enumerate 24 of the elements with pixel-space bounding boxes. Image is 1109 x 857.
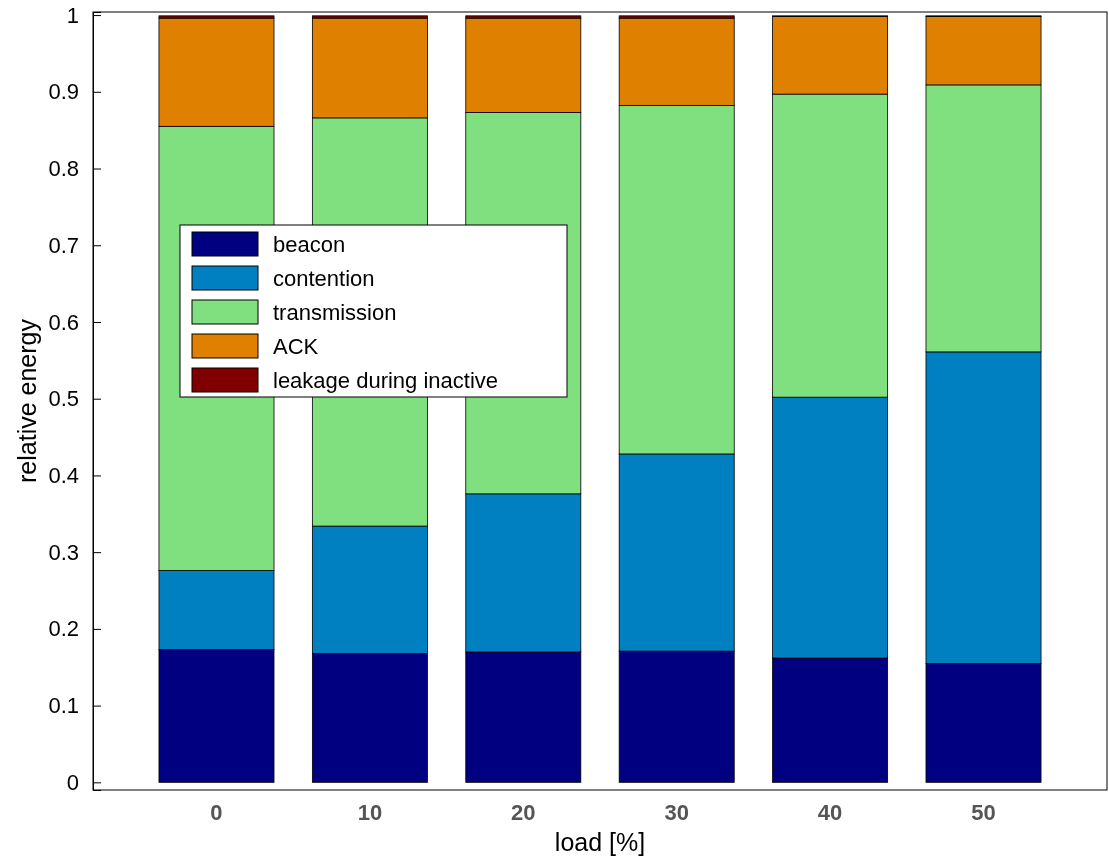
x-tick-label: 10 xyxy=(357,799,383,825)
legend-label: contention xyxy=(273,266,375,291)
legend-label: transmission xyxy=(273,300,397,325)
y-tick-label: 0.7 xyxy=(48,232,79,258)
y-tick-label: 0.6 xyxy=(48,309,79,335)
y-tick-label: 0.1 xyxy=(48,693,79,719)
y-tick-label: 0.9 xyxy=(48,79,79,105)
y-tick-label: 0.5 xyxy=(48,386,79,412)
y-tick-label: 0.8 xyxy=(48,156,79,182)
x-tick-label: 30 xyxy=(664,799,689,825)
x-tick-label: 50 xyxy=(971,799,996,825)
legend-label: leakage during inactive xyxy=(273,368,499,393)
y-axis-title: relative energy xyxy=(13,318,41,483)
legend-label: beacon xyxy=(273,232,346,257)
y-tick-label: 0.4 xyxy=(48,462,79,488)
x-tick-label: 0 xyxy=(210,799,223,825)
x-tick-label: 40 xyxy=(817,799,843,825)
y-tick-label: 0 xyxy=(66,769,79,795)
x-tick-label: 20 xyxy=(511,799,536,825)
x-axis-title: load [%] xyxy=(554,828,646,856)
y-tick-label: 1 xyxy=(66,2,79,28)
legend-label: ACK xyxy=(273,334,319,359)
y-tick-label: 0.2 xyxy=(48,616,79,642)
y-tick-label: 0.3 xyxy=(48,539,79,565)
